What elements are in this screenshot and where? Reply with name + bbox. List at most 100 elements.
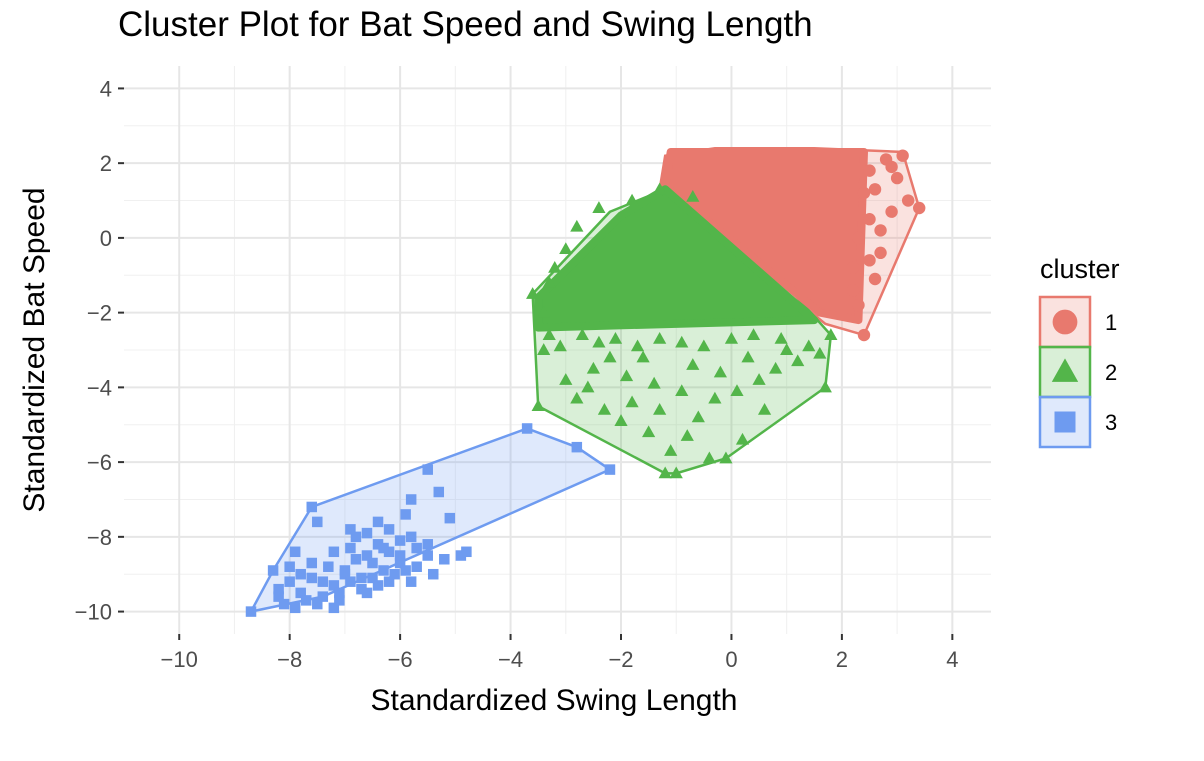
legend-label: 2 — [1105, 360, 1117, 385]
legend-item-2: 2 — [1038, 345, 1117, 399]
y-tick-label: −6 — [87, 450, 112, 475]
cluster-2-point — [586, 361, 600, 374]
cluster-3-point — [295, 568, 306, 580]
cluster-1-point — [852, 298, 865, 312]
cluster-3-point — [361, 550, 373, 561]
cluster-3-point — [439, 554, 450, 565]
cluster-3-point — [394, 557, 406, 569]
legend-marker-circle — [1052, 309, 1078, 335]
cluster-3-point — [367, 572, 378, 584]
cluster-2-point — [548, 260, 562, 273]
cluster-1-point — [846, 284, 860, 297]
cluster-2-point — [686, 189, 700, 202]
cluster-3-point — [284, 576, 295, 587]
cluster-1-point — [913, 201, 926, 215]
cluster-3-point — [394, 550, 406, 561]
cluster-3-point — [461, 546, 472, 558]
cluster-3-point — [306, 501, 318, 513]
cluster-2-point — [575, 328, 589, 341]
cluster-2-point — [592, 335, 606, 348]
cluster-1-point — [868, 183, 882, 196]
cluster-2-point — [813, 346, 827, 359]
cluster-3-point — [328, 580, 340, 591]
cluster-2-point — [802, 339, 816, 352]
cluster-3-point — [394, 535, 406, 546]
cluster-2-point — [824, 328, 838, 341]
cluster-3-point — [339, 565, 351, 576]
x-tick-label: −2 — [608, 647, 633, 672]
cluster-1-point — [846, 261, 860, 274]
x-tick-label: −4 — [498, 647, 523, 672]
cluster-2-point — [581, 380, 595, 393]
cluster-points — [245, 147, 926, 617]
cluster-3-point — [372, 539, 384, 550]
cluster-2-point — [625, 193, 639, 206]
cluster-1-point — [874, 246, 887, 260]
y-tick-label: −4 — [87, 375, 112, 400]
cluster-3-point — [273, 583, 284, 595]
cluster-3-point — [433, 486, 445, 498]
cluster-3-point — [427, 568, 439, 580]
y-tick-label: −2 — [87, 301, 112, 326]
legend-item-1: 1 — [1038, 295, 1117, 349]
cluster-2-point — [614, 414, 628, 426]
cluster-2-point — [630, 339, 645, 352]
cluster-2-point — [658, 466, 672, 479]
cluster-2-point — [542, 275, 556, 288]
cluster-2-point — [653, 402, 667, 415]
cluster-3-point — [422, 550, 433, 561]
cluster-3-point — [334, 587, 345, 599]
cluster-3-point — [345, 542, 356, 554]
cluster-3-point — [295, 587, 306, 599]
cluster-3-point — [273, 591, 284, 602]
cluster-2-point — [653, 182, 667, 195]
cluster-3-point — [361, 587, 373, 599]
cluster-3-point — [383, 576, 395, 587]
cluster-2-point — [769, 361, 783, 374]
cluster-3-point — [422, 464, 433, 475]
cluster-2-point — [730, 384, 744, 397]
cluster-2-point — [625, 395, 639, 408]
axis-ticks: −10 −8 −6 −4 −2 0 2 4 −10 −8 −6 −4 −2 0 2 4 — [75, 76, 959, 672]
cluster-1-point — [863, 213, 876, 226]
cluster-3-point — [372, 516, 384, 528]
cluster-2-point — [708, 391, 722, 404]
cluster-2-point — [724, 331, 739, 344]
legend-label: 1 — [1105, 310, 1117, 335]
cluster-1-point — [896, 149, 909, 162]
cluster-2-point — [818, 380, 832, 393]
cluster-2-point — [608, 331, 623, 344]
cluster-3-point — [245, 606, 257, 617]
cluster-1-point — [863, 164, 876, 177]
cluster-2-point — [526, 287, 540, 299]
cluster-3-point — [378, 565, 389, 576]
x-tick-label: −8 — [277, 647, 302, 672]
cluster-3-point — [350, 531, 362, 543]
x-axis-label: Standardized Swing Length — [371, 684, 738, 717]
cluster-3-point — [383, 524, 395, 535]
cluster-3-point — [356, 583, 367, 595]
cluster-3-point — [289, 546, 301, 558]
cluster-3-point — [345, 576, 356, 587]
x-tick-label: 0 — [725, 647, 737, 672]
cluster-2-point — [597, 402, 612, 415]
cluster-3-point — [411, 561, 422, 572]
cluster-2-point — [636, 350, 650, 363]
y-tick-label: 2 — [100, 151, 112, 176]
cluster-2-point — [642, 425, 656, 438]
cluster-3-point — [405, 531, 417, 543]
cluster-2-point — [570, 391, 584, 404]
x-tick-label: −6 — [388, 647, 413, 672]
cluster-3-point — [267, 565, 279, 576]
cluster-2-point — [752, 373, 766, 385]
cluster-3-point — [334, 595, 345, 606]
cluster-3-point — [278, 598, 290, 610]
cluster-2-point — [669, 466, 683, 479]
y-tick-label: 4 — [100, 76, 112, 101]
legend: cluster 1 2 3 — [1038, 254, 1120, 449]
cluster-3-point — [317, 576, 329, 587]
cluster-3-point — [345, 524, 356, 535]
cluster-3-point — [312, 598, 323, 610]
cluster-2-point — [531, 399, 545, 412]
